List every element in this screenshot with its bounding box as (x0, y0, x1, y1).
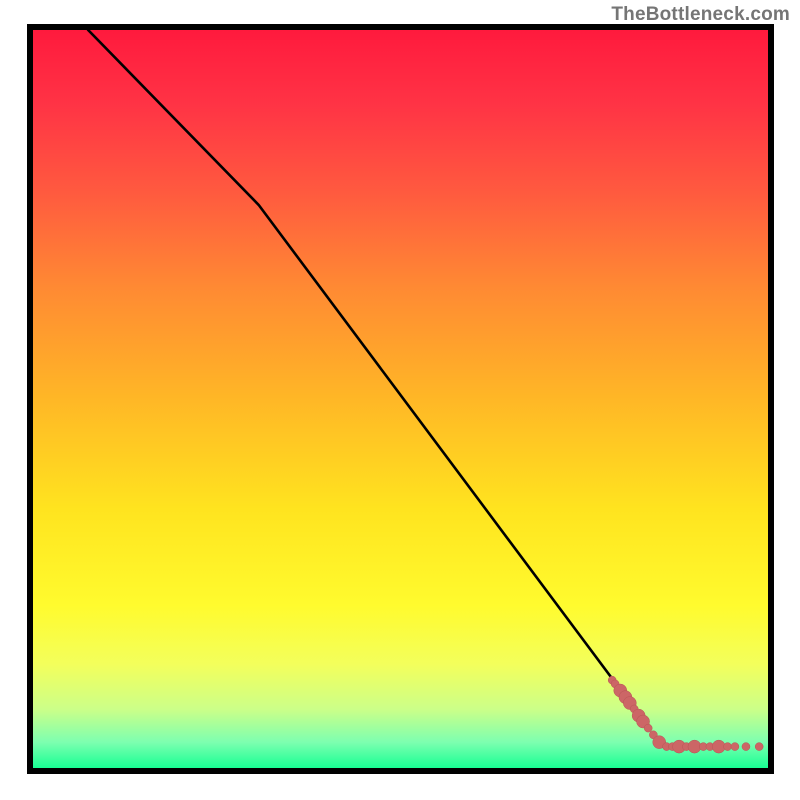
watermark-text: TheBottleneck.com (611, 4, 790, 26)
data-marker (644, 724, 652, 732)
data-marker (688, 740, 701, 753)
data-marker (742, 743, 750, 751)
chart-stage: TheBottleneck.com (0, 0, 800, 800)
gradient-background (33, 30, 768, 768)
data-marker (712, 740, 725, 753)
data-marker (724, 743, 732, 751)
chart-svg (0, 0, 800, 800)
plot-area (30, 27, 771, 771)
data-marker (731, 743, 739, 751)
data-marker (755, 743, 763, 751)
